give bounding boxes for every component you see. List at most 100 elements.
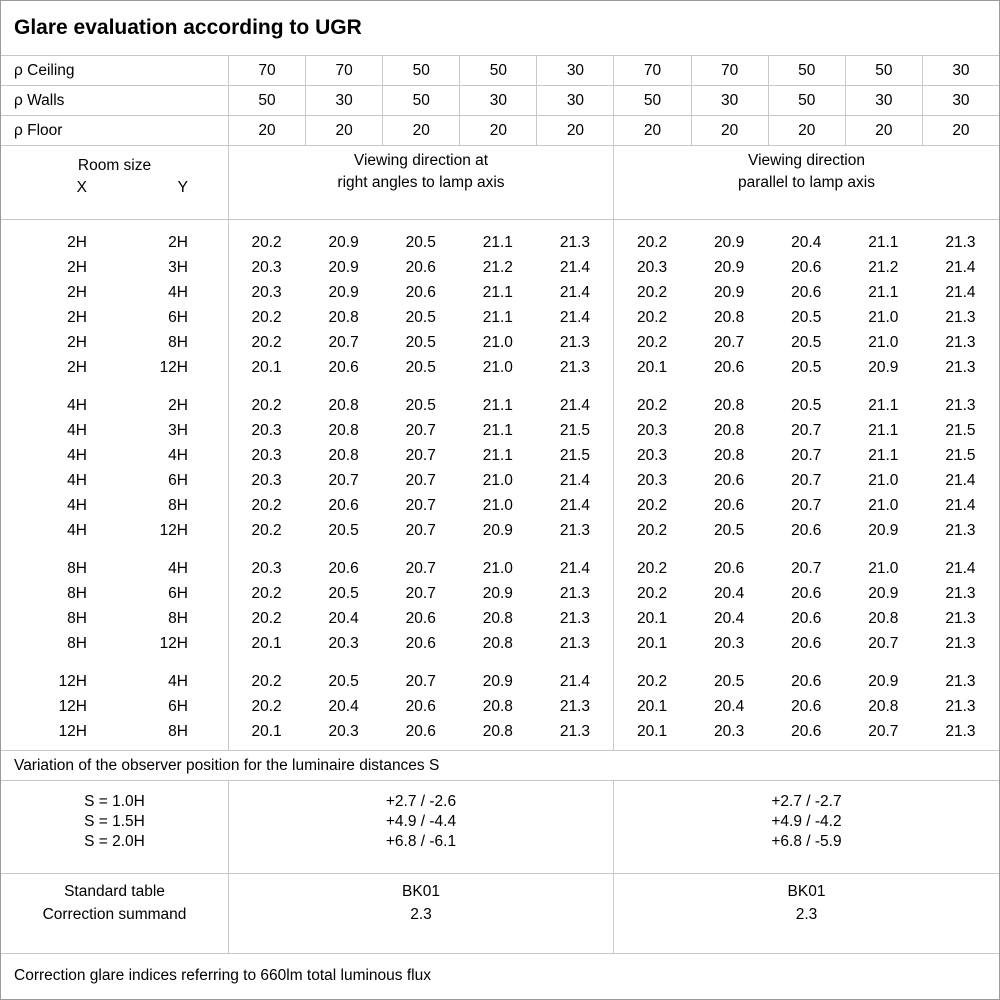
ugr-value-parallel: 20.6 <box>791 634 822 652</box>
ugr-value-parallel: 20.2 <box>636 521 668 539</box>
ugr-value-right-angles: 20.5 <box>405 333 436 351</box>
ugr-value-parallel: 20.6 <box>791 672 822 690</box>
ugr-value-parallel: 20.3 <box>636 258 668 276</box>
ugr-value-right-angles: 20.6 <box>405 697 436 715</box>
ugr-table-row: 4H 2H 20.2 20.8 20.5 21.1 21.4 20.2 20.8 20.5 21.1… <box>1 393 999 418</box>
summary-block: Standard table Correction summand BK01 2… <box>1 874 999 954</box>
ugr-value-right-angles: 20.8 <box>482 609 513 627</box>
ugr-value-parallel: 20.5 <box>791 308 822 326</box>
ugr-value-right-angles: 20.9 <box>328 283 359 301</box>
reflectance-value: 30 <box>305 86 382 115</box>
room-size-x-value: 12H <box>58 672 87 690</box>
right-angles-group-header: Viewing direction at right angles to lam… <box>228 146 613 219</box>
room-size-y-value: 8H <box>168 333 188 351</box>
ugr-value-parallel: 20.8 <box>868 609 899 627</box>
s-distance-label-1: S = 1.0H <box>84 793 145 810</box>
reflectance-value: 30 <box>536 86 613 115</box>
reflectance-value: 30 <box>536 56 613 85</box>
ugr-value-right-angles: 20.7 <box>405 471 436 489</box>
s-distance-label-3: S = 2.0H <box>84 833 145 850</box>
room-size-x-value: 8H <box>67 584 87 602</box>
ugr-value-parallel: 21.1 <box>868 446 899 464</box>
ugr-value-right-angles: 20.6 <box>328 358 359 376</box>
ugr-table-row: 12H 4H 20.2 20.5 20.7 20.9 21.4 20.2 20.5 20.6 20.… <box>1 669 999 694</box>
ugr-value-parallel: 20.6 <box>714 471 745 489</box>
ugr-value-parallel: 20.1 <box>636 634 668 652</box>
room-size-header-cell: Room size X Y <box>1 146 228 219</box>
ugr-value-parallel: 20.2 <box>636 672 668 690</box>
ugr-value-right-angles: 20.7 <box>405 559 436 577</box>
reflectance-value: 20 <box>921 116 999 145</box>
s-variation-parallel-1: +2.7 / -2.7 <box>771 793 842 810</box>
room-size-x-value: 8H <box>67 609 87 627</box>
reflectance-value: 30 <box>921 86 999 115</box>
ugr-value-right-angles: 20.7 <box>405 521 436 539</box>
ugr-value-right-angles: 21.2 <box>482 258 513 276</box>
reflectance-value: 30 <box>690 86 768 115</box>
ugr-value-right-angles: 21.0 <box>482 471 513 489</box>
ugr-value-right-angles: 21.3 <box>559 634 591 652</box>
ugr-value-right-angles: 20.6 <box>405 634 436 652</box>
ugr-value-right-angles: 20.8 <box>328 446 359 464</box>
reflectance-row: ρ Ceiling 70 70 50 50 30 70 70 50 50 30 <box>1 56 999 86</box>
room-size-y-value: 6H <box>168 697 188 715</box>
ugr-value-right-angles: 20.9 <box>482 672 513 690</box>
ugr-value-parallel: 21.0 <box>868 496 899 514</box>
ugr-value-parallel: 20.8 <box>714 421 745 439</box>
ugr-value-parallel: 21.3 <box>945 233 976 251</box>
ugr-value-parallel: 21.3 <box>945 634 976 652</box>
ugr-value-parallel: 20.1 <box>636 722 668 740</box>
ugr-value-right-angles: 21.0 <box>482 333 513 351</box>
ugr-value-parallel: 20.7 <box>791 421 822 439</box>
ugr-value-parallel: 21.1 <box>868 421 899 439</box>
ugr-value-parallel: 21.2 <box>868 258 899 276</box>
ugr-value-right-angles: 20.7 <box>405 496 436 514</box>
reflectance-value: 30 <box>459 86 536 115</box>
ugr-table-row: 2H 4H 20.3 20.9 20.6 21.1 21.4 20.2 20.9 20.6 21.1… <box>1 280 999 305</box>
ugr-value-parallel: 20.7 <box>714 333 745 351</box>
reflectance-value: 20 <box>613 116 690 145</box>
reflectance-value: 50 <box>459 56 536 85</box>
y-column-header: Y <box>177 179 188 196</box>
reflectance-value: 20 <box>690 116 768 145</box>
ugr-value-right-angles: 21.5 <box>559 421 591 439</box>
ugr-value-parallel: 21.3 <box>945 672 976 690</box>
ugr-table-row: 4H 4H 20.3 20.8 20.7 21.1 21.5 20.3 20.8 20.7 21.1… <box>1 443 999 468</box>
s-variation-right-angles-3: +6.8 / -6.1 <box>385 833 457 850</box>
ugr-value-parallel: 20.6 <box>714 496 745 514</box>
ugr-value-parallel: 20.6 <box>791 584 822 602</box>
ugr-value-parallel: 21.3 <box>945 396 976 414</box>
ugr-value-right-angles: 21.1 <box>482 283 513 301</box>
s-variation-parallel: +2.7 / -2.7 +4.9 / -4.2 +6.8 / -5.9 <box>613 781 999 873</box>
ugr-value-right-angles: 20.4 <box>328 697 359 715</box>
ugr-value-right-angles: 21.4 <box>559 258 591 276</box>
ugr-value-right-angles: 21.4 <box>559 672 591 690</box>
ugr-value-parallel: 20.2 <box>636 559 668 577</box>
right-angles-header-line2: right angles to lamp axis <box>337 174 505 191</box>
ugr-data-area: 2H 2H 20.2 20.9 20.5 21.1 21.3 20.2 20.9 20.4 21.1… <box>1 220 999 751</box>
ugr-group: 8H 4H 20.3 20.6 20.7 21.0 21.4 20.2 20.6 20.7 21.0… <box>1 556 999 656</box>
ugr-group: 2H 2H 20.2 20.9 20.5 21.1 21.3 20.2 20.9 20.4 21.1… <box>1 230 999 380</box>
ugr-value-parallel: 21.3 <box>945 308 976 326</box>
ugr-value-right-angles: 20.2 <box>251 496 282 514</box>
ugr-value-parallel: 20.9 <box>714 258 745 276</box>
room-size-y-value: 4H <box>168 446 188 464</box>
ugr-value-right-angles: 20.6 <box>405 283 436 301</box>
s-variation-parallel-2: +4.9 / -4.2 <box>771 813 842 830</box>
ugr-group: 12H 4H 20.2 20.5 20.7 20.9 21.4 20.2 20.5 20.6 20.… <box>1 669 999 744</box>
reflectance-value: 20 <box>305 116 382 145</box>
room-size-y-value: 6H <box>168 308 188 326</box>
column-divider-center <box>613 220 614 750</box>
reflectance-value: 50 <box>767 86 845 115</box>
ugr-table-row: 4H 6H 20.3 20.7 20.7 21.0 21.4 20.3 20.6 20.7 21.0… <box>1 468 999 493</box>
ugr-value-right-angles: 21.4 <box>559 496 591 514</box>
ugr-value-parallel: 20.2 <box>636 584 668 602</box>
ugr-value-right-angles: 20.2 <box>251 396 282 414</box>
ugr-value-right-angles: 21.1 <box>482 233 513 251</box>
ugr-value-right-angles: 21.1 <box>482 308 513 326</box>
ugr-value-parallel: 20.7 <box>791 471 822 489</box>
reflectance-value: 20 <box>844 116 922 145</box>
ugr-value-parallel: 20.2 <box>636 496 668 514</box>
ugr-value-parallel: 20.4 <box>714 697 745 715</box>
